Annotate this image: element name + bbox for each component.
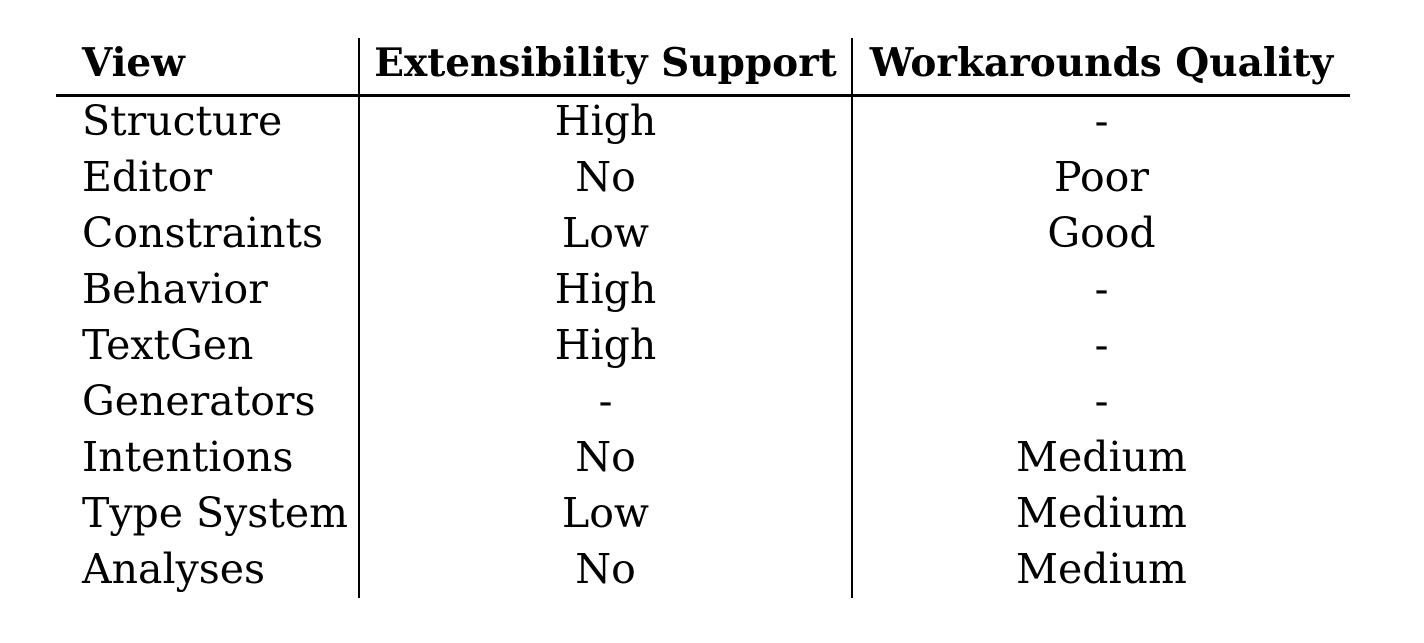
cell-extensibility: High: [554, 321, 657, 369]
cell-workarounds: -: [1094, 377, 1109, 425]
cell-extensibility: No: [575, 153, 636, 201]
cell-workarounds: -: [1094, 265, 1109, 313]
cell-workarounds: Poor: [1054, 153, 1149, 201]
cell-extensibility: No: [575, 545, 636, 593]
cell-view: Behavior: [82, 265, 268, 313]
cell-workarounds: Medium: [1016, 433, 1187, 481]
cell-workarounds: Medium: [1016, 489, 1187, 537]
header-rule: [56, 94, 1350, 97]
cell-view: Analyses: [82, 545, 266, 593]
cell-extensibility: No: [575, 433, 636, 481]
column-divider: [358, 38, 360, 598]
cell-extensibility: Low: [561, 209, 649, 257]
cell-extensibility: -: [598, 377, 613, 425]
cell-view: Editor: [82, 153, 213, 201]
cell-view: TextGen: [82, 321, 254, 369]
cell-workarounds: -: [1094, 321, 1109, 369]
cell-view: Constraints: [82, 209, 324, 257]
column-divider: [851, 38, 853, 598]
cell-extensibility: High: [554, 97, 657, 145]
cell-workarounds: -: [1094, 97, 1109, 145]
cell-extensibility: Low: [561, 489, 649, 537]
cell-view: Type System: [82, 489, 348, 537]
header-view: View: [82, 40, 185, 86]
header-workarounds-quality: Workarounds Quality: [869, 40, 1334, 86]
header-extensibility-support: Extensibility Support: [374, 40, 837, 86]
cell-workarounds: Medium: [1016, 545, 1187, 593]
cell-view: Intentions: [82, 433, 294, 481]
cell-view: Generators: [82, 377, 316, 425]
cell-view: Structure: [82, 97, 283, 145]
cell-workarounds: Good: [1047, 209, 1156, 257]
cell-extensibility: High: [554, 265, 657, 313]
